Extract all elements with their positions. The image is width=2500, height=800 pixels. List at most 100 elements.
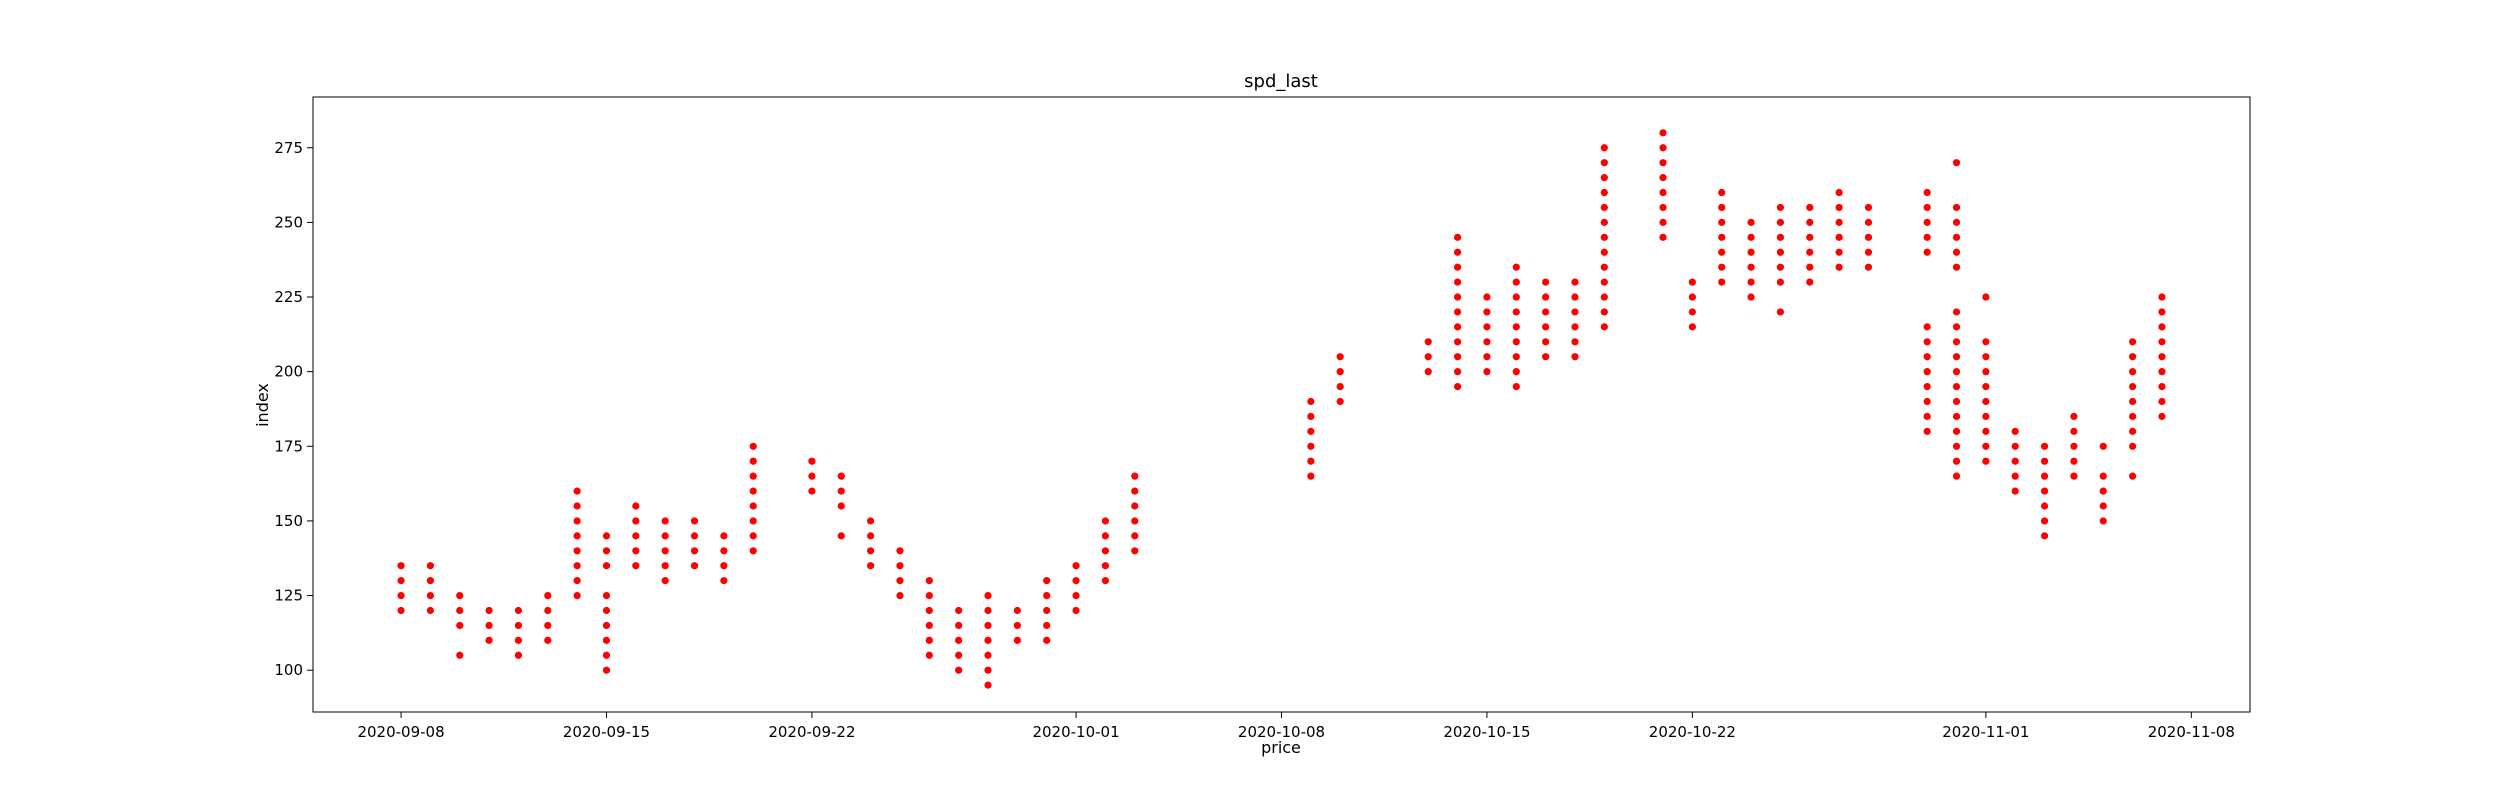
data-point <box>1659 129 1667 137</box>
data-point <box>2158 382 2166 391</box>
data-point <box>1571 323 1579 331</box>
data-point <box>984 606 992 615</box>
data-point <box>1835 263 1843 271</box>
data-point <box>1483 368 1491 376</box>
data-point <box>1131 487 1139 495</box>
data-point <box>749 442 757 450</box>
x-tick-label: 2020-11-01 <box>1942 723 2029 741</box>
data-point <box>2129 338 2137 346</box>
data-point <box>749 487 757 495</box>
data-point <box>2011 427 2019 435</box>
data-point <box>837 487 845 495</box>
data-point <box>1571 278 1579 286</box>
data-point <box>2070 442 2078 450</box>
data-point <box>867 547 875 555</box>
data-point <box>2040 457 2049 465</box>
y-axis-title: index <box>253 383 272 427</box>
data-point <box>1923 233 1931 241</box>
data-point <box>2040 532 2049 540</box>
data-point <box>1952 368 1961 376</box>
data-point <box>1542 293 1550 301</box>
data-point <box>573 577 581 585</box>
data-point <box>2158 323 2166 331</box>
data-point <box>1571 308 1579 316</box>
data-point <box>397 577 405 585</box>
data-point <box>1864 218 1873 226</box>
data-point <box>1864 233 1873 241</box>
data-point <box>1131 517 1139 525</box>
data-point <box>1952 248 1961 256</box>
data-point <box>426 577 434 585</box>
data-point <box>1013 621 1021 630</box>
data-point <box>2070 427 2078 435</box>
data-point <box>1952 397 1961 406</box>
data-point <box>456 606 464 615</box>
data-point <box>1512 293 1520 301</box>
data-point <box>1600 203 1608 212</box>
y-tick-label: 225 <box>274 288 303 306</box>
data-point <box>2099 502 2107 510</box>
data-point <box>2040 517 2049 525</box>
data-point <box>426 591 434 600</box>
data-point <box>456 591 464 600</box>
data-point <box>896 577 904 585</box>
data-point <box>602 547 611 555</box>
data-point <box>1747 293 1755 301</box>
data-point <box>1747 233 1755 241</box>
data-point <box>1307 427 1315 435</box>
data-point <box>1923 323 1931 331</box>
data-point <box>426 562 434 570</box>
data-point <box>573 547 581 555</box>
data-point <box>2099 472 2107 480</box>
data-point <box>1952 233 1961 241</box>
data-point <box>1101 562 1110 570</box>
data-point <box>925 606 933 615</box>
data-point <box>749 472 757 480</box>
data-point <box>1424 368 1432 376</box>
data-point <box>426 606 434 615</box>
data-point <box>1600 263 1608 271</box>
data-point <box>749 532 757 540</box>
data-point <box>2040 502 2049 510</box>
data-point <box>1512 263 1520 271</box>
data-point <box>573 562 581 570</box>
data-point <box>1776 308 1785 316</box>
data-point <box>2070 412 2078 421</box>
data-point <box>1131 532 1139 540</box>
data-point <box>1776 233 1785 241</box>
data-point <box>1982 442 1990 450</box>
data-point <box>1512 338 1520 346</box>
data-point <box>573 487 581 495</box>
data-point <box>1424 338 1432 346</box>
data-point <box>1688 293 1696 301</box>
data-point <box>1747 248 1755 256</box>
data-point <box>602 591 611 600</box>
data-point <box>397 591 405 600</box>
data-point <box>925 577 933 585</box>
data-point <box>1600 308 1608 316</box>
data-point <box>1600 159 1608 167</box>
data-point <box>2158 353 2166 361</box>
data-point <box>2158 308 2166 316</box>
data-point <box>661 562 669 570</box>
data-point <box>1718 263 1726 271</box>
data-point <box>1952 427 1961 435</box>
data-point <box>1483 293 1491 301</box>
data-point <box>2129 397 2137 406</box>
data-point <box>1483 323 1491 331</box>
data-point <box>485 636 493 644</box>
data-point <box>1982 427 1990 435</box>
data-point <box>1718 248 1726 256</box>
data-point <box>1688 308 1696 316</box>
data-point <box>1835 248 1843 256</box>
data-point <box>661 577 669 585</box>
data-point <box>1982 353 1990 361</box>
data-point <box>1453 248 1462 256</box>
data-point <box>925 636 933 644</box>
data-point <box>397 562 405 570</box>
data-point <box>1776 278 1785 286</box>
data-point <box>1600 218 1608 226</box>
data-point <box>1043 591 1051 600</box>
data-point <box>661 547 669 555</box>
